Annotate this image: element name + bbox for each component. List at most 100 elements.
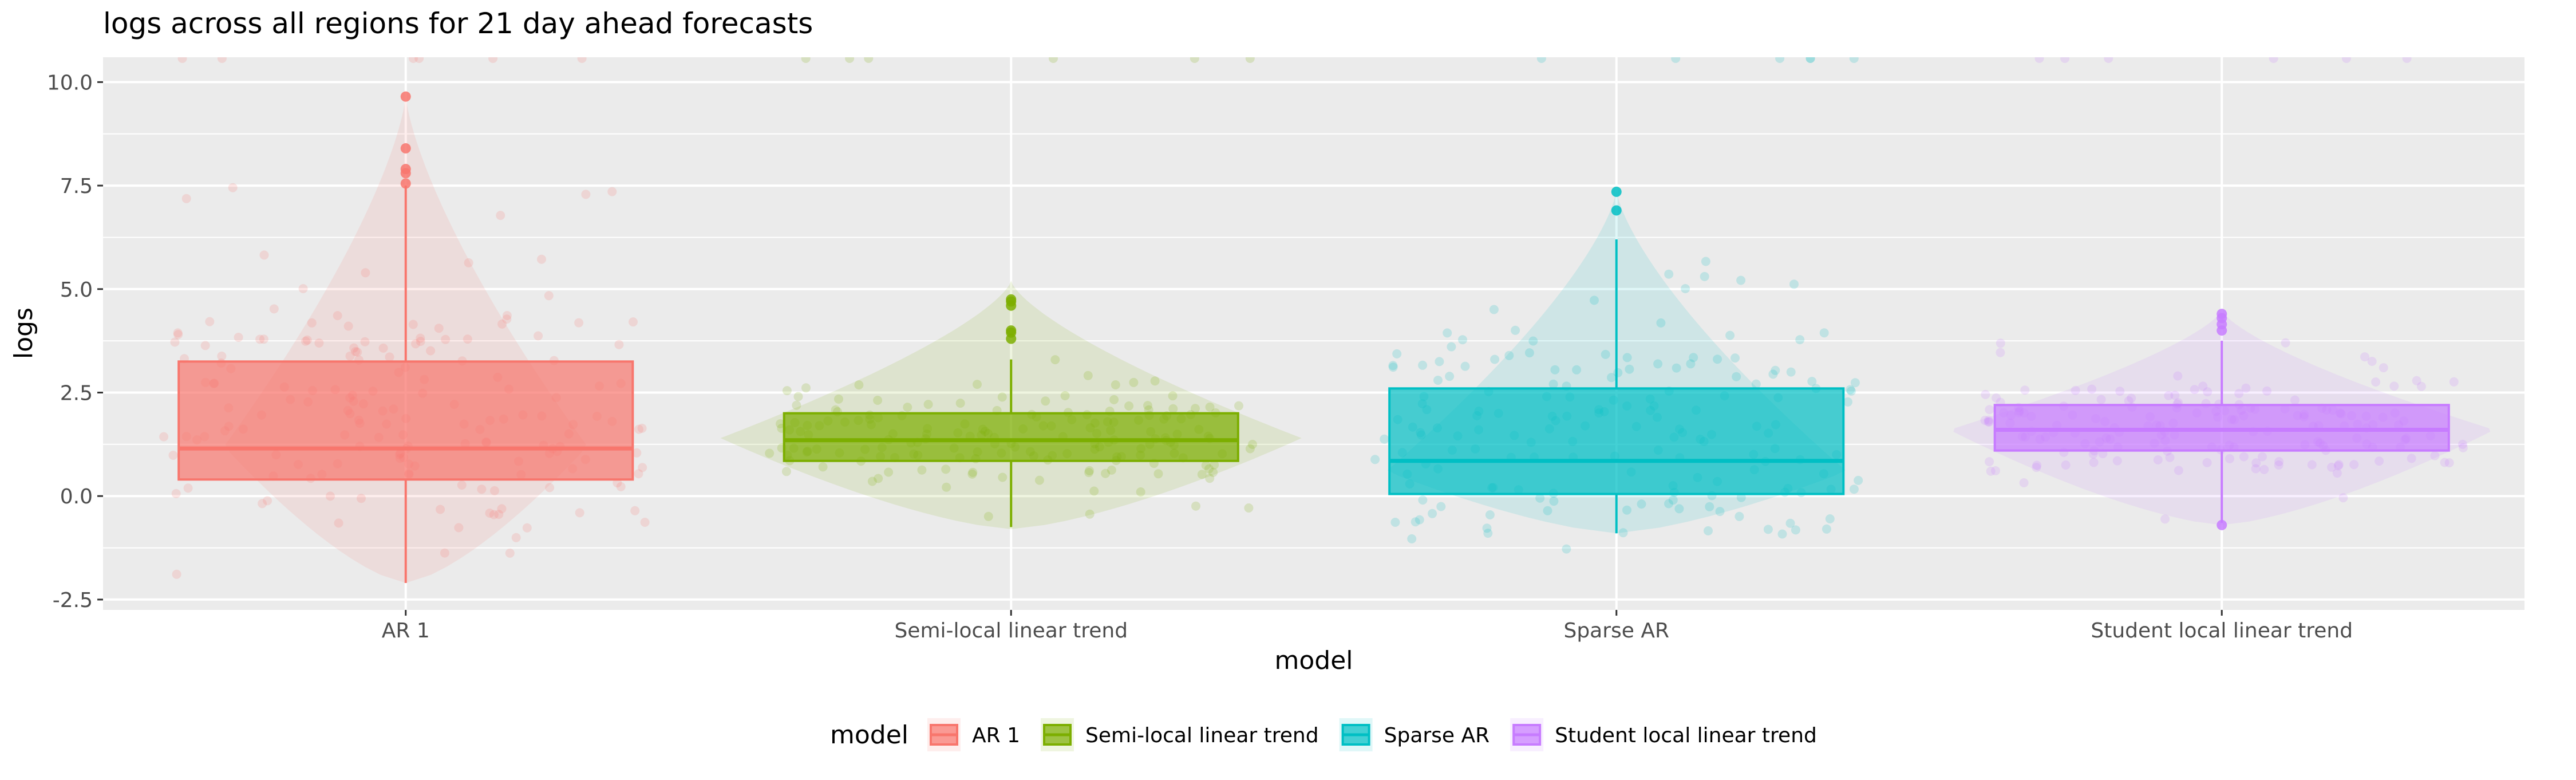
jitter-point: [349, 343, 359, 353]
jitter-point: [983, 511, 993, 521]
series-3: [1370, 57, 1863, 554]
jitter-point: [2374, 456, 2384, 466]
jitter-point: [801, 383, 811, 393]
jitter-point: [1768, 369, 1778, 379]
jitter-point: [259, 334, 268, 344]
jitter-point: [298, 284, 308, 293]
jitter-point: [1689, 353, 1698, 363]
jitter-point: [867, 476, 877, 486]
jitter-point: [1751, 379, 1761, 389]
outlier-point: [400, 178, 411, 189]
jitter-point: [1085, 466, 1095, 475]
jitter-point: [217, 351, 227, 361]
jitter-point: [205, 317, 215, 326]
jitter-point: [2160, 514, 2170, 524]
jitter-point: [411, 339, 421, 349]
jitter-point: [634, 469, 643, 479]
outlier-point: [2217, 309, 2227, 320]
y-tick-label: 10.0: [47, 71, 93, 94]
outlier-point: [1611, 186, 1622, 197]
jitter-point: [2407, 454, 2416, 463]
jitter-point: [1984, 415, 1993, 425]
jitter-point: [1083, 371, 1093, 380]
jitter-point: [2174, 466, 2183, 475]
jitter-point: [1854, 475, 1863, 485]
jitter-point: [434, 324, 444, 333]
jitter-point: [776, 419, 785, 428]
jitter-point: [2274, 457, 2284, 467]
jitter-point: [2088, 449, 2098, 459]
jitter-point: [173, 328, 183, 338]
jitter-point: [1985, 405, 1994, 415]
jitter-point: [454, 523, 464, 533]
jitter-point: [1511, 325, 1520, 335]
jitter-point: [181, 194, 191, 203]
jitter-point: [409, 57, 418, 63]
x-axis: AR 1 Semi-local linear trend Sparse AR Stud…: [382, 610, 2353, 643]
y-axis: -2.5 0.0 2.5 5.0 7.5 10.0: [47, 71, 103, 612]
jitter-point: [1618, 528, 1628, 538]
jitter-point: [2089, 458, 2099, 467]
jitter-point: [968, 467, 978, 477]
jitter-point: [2127, 393, 2136, 403]
jitter-point: [1849, 57, 1859, 63]
jitter-point: [1562, 544, 1571, 554]
jitter-point: [2333, 461, 2343, 471]
jitter-point: [1418, 360, 1428, 370]
x-tick-label: Sparse AR: [1563, 619, 1669, 643]
jitter-point: [1664, 269, 1674, 279]
jitter-point: [1489, 305, 1499, 314]
jitter-point: [1536, 57, 1546, 63]
jitter-point: [1807, 377, 1817, 386]
jitter-point: [259, 250, 269, 260]
outlier-point: [400, 143, 411, 154]
jitter-point: [1843, 397, 1852, 407]
jitter-point: [1668, 495, 1678, 505]
jitter-point: [1528, 336, 1538, 346]
legend-item: Semi-local linear trend: [1041, 718, 1319, 751]
x-tick-label: Semi-local linear trend: [894, 619, 1128, 643]
jitter-point: [1984, 417, 1993, 427]
jitter-point: [2032, 463, 2041, 472]
jitter-point: [574, 318, 584, 328]
jitter-point: [2367, 357, 2377, 366]
jitter-point: [1672, 363, 1681, 373]
jitter-point: [1980, 416, 1990, 425]
jitter-point: [1791, 525, 1800, 535]
jitter-point: [1701, 257, 1710, 266]
jitter-point: [1777, 529, 1787, 539]
jitter-point: [1730, 353, 1740, 363]
jitter-point: [1715, 507, 1725, 517]
jitter-point: [2444, 458, 2454, 468]
jitter-point: [1535, 493, 1545, 503]
jitter-point: [183, 483, 193, 493]
jitter-point: [494, 510, 504, 519]
jitter-point: [2269, 57, 2278, 63]
jitter-point: [955, 399, 965, 408]
jitter-point: [1732, 372, 1741, 381]
y-tick-label: 7.5: [60, 175, 93, 198]
y-tick-label: -2.5: [53, 589, 93, 612]
jitter-point: [502, 314, 512, 324]
jitter-point: [884, 467, 894, 477]
jitter-point: [1482, 523, 1492, 533]
jitter-point: [1985, 457, 1994, 467]
jitter-point: [1549, 497, 1559, 506]
jitter-point: [632, 448, 642, 458]
jitter-point: [1205, 474, 1215, 483]
jitter-point: [1700, 271, 1709, 281]
jitter-point: [577, 57, 587, 63]
jitter-point: [1433, 376, 1443, 385]
jitter-point: [997, 392, 1007, 402]
jitter-point: [1435, 357, 1444, 367]
jitter-point: [1234, 401, 1243, 411]
jitter-point: [1786, 367, 1796, 377]
jitter-point: [1210, 460, 1219, 470]
jitter-point: [1208, 467, 1218, 477]
jitter-point: [1415, 515, 1424, 525]
jitter-point: [2104, 57, 2113, 63]
jitter-point: [1686, 359, 1696, 369]
legend-label: Semi-local linear trend: [1085, 724, 1319, 747]
jitter-point: [1418, 495, 1428, 505]
jitter-point: [1245, 444, 1255, 454]
